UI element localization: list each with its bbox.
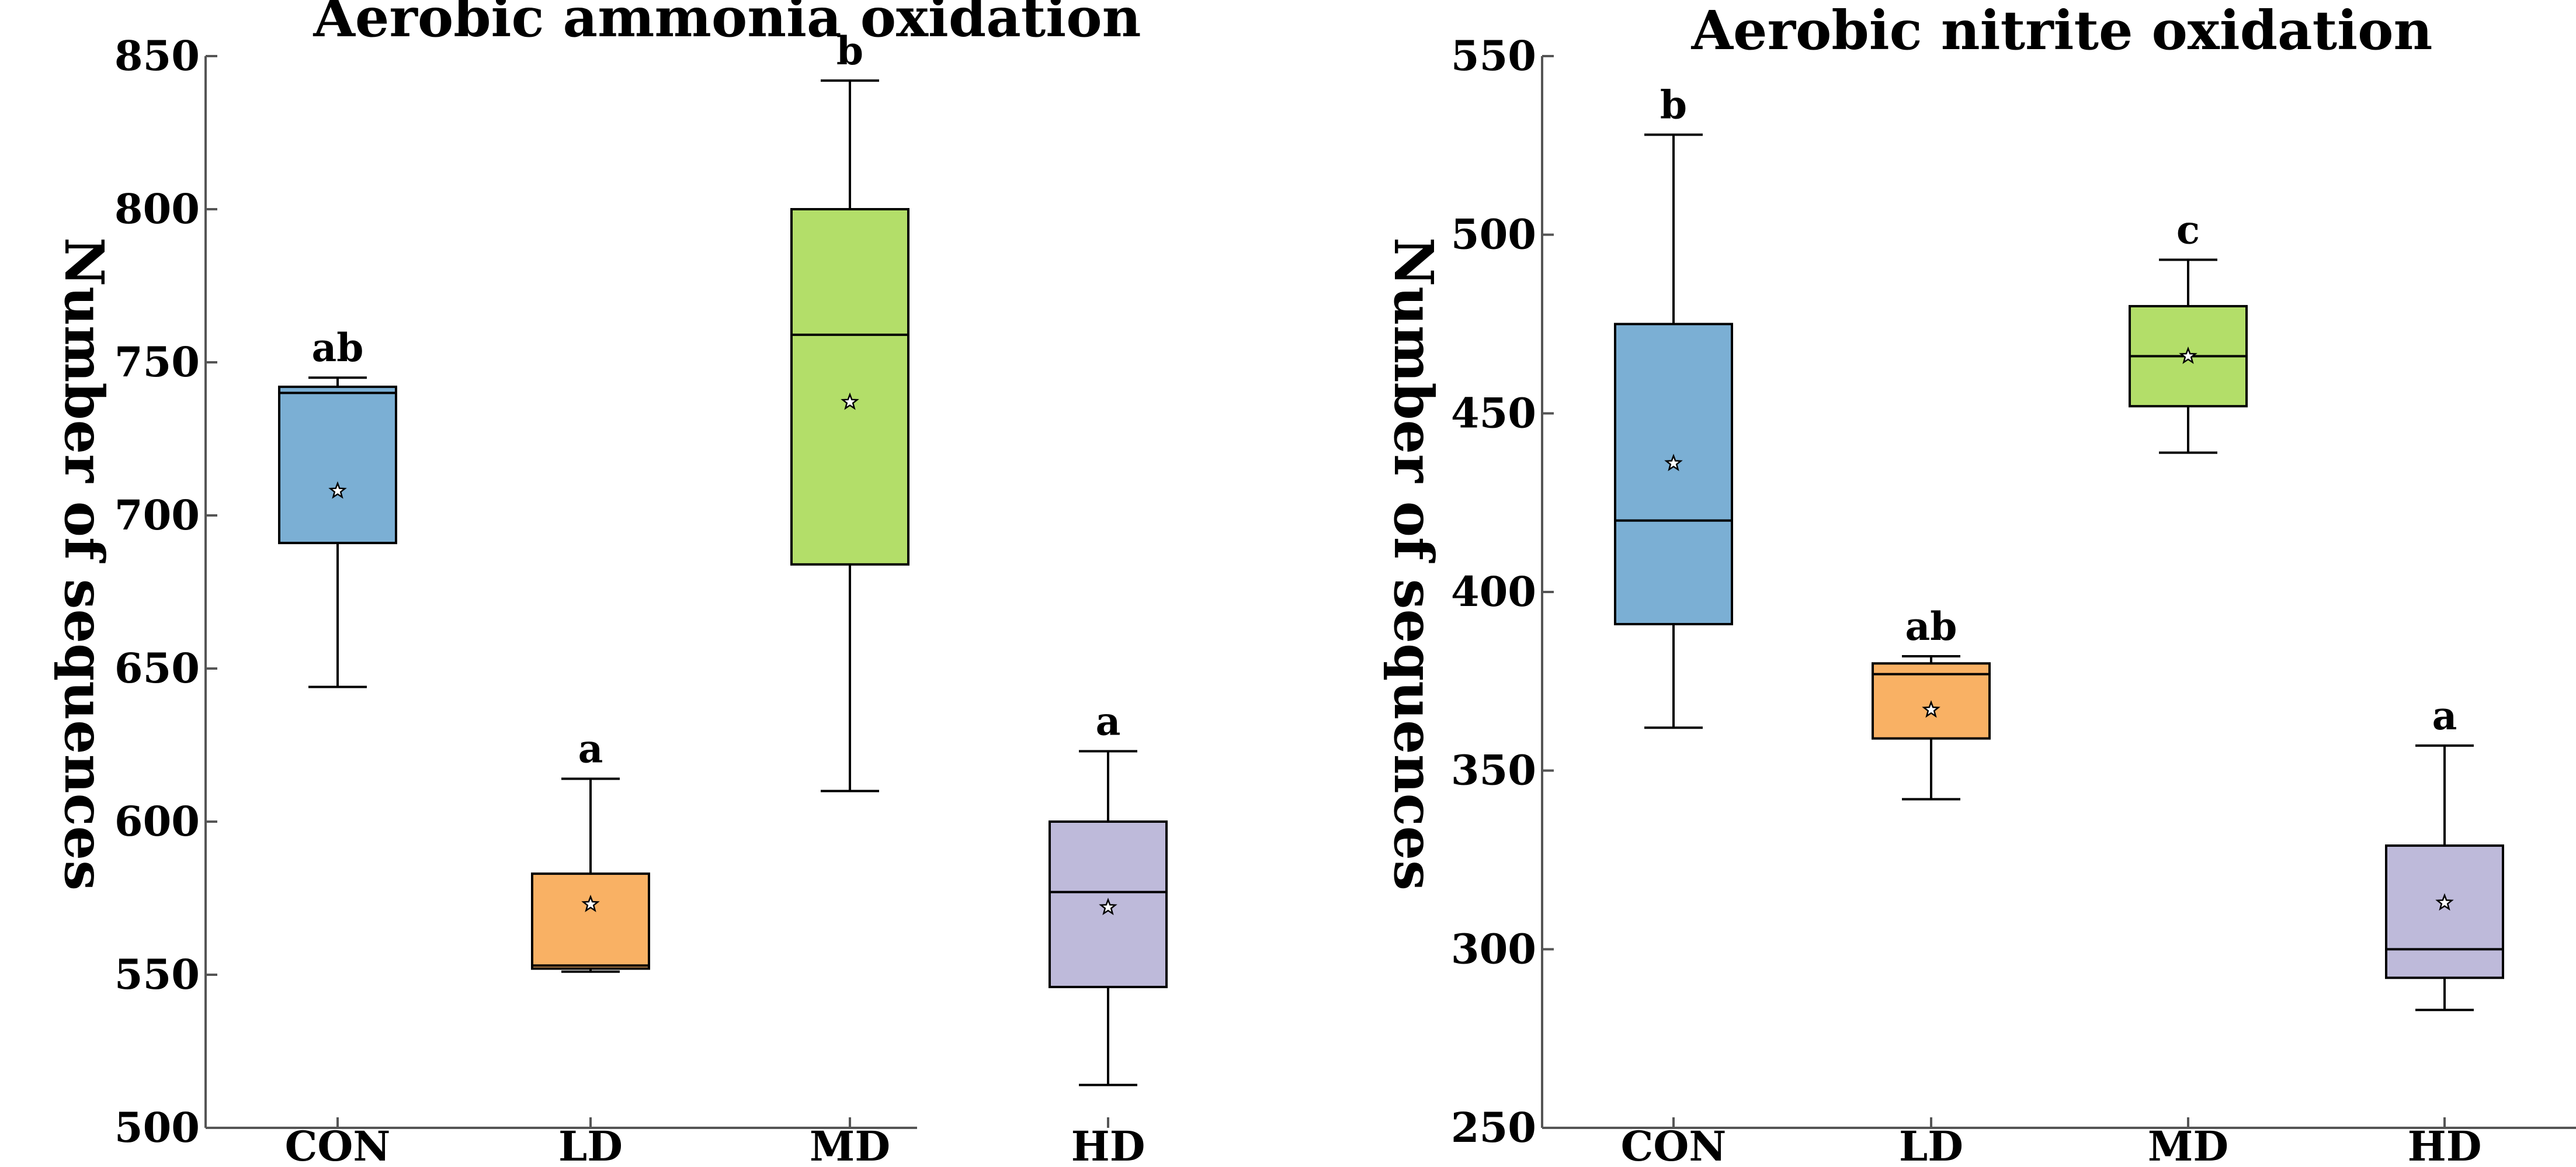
- x-tick-label: LD: [558, 1122, 623, 1167]
- x-tick-label: LD: [1899, 1122, 1963, 1167]
- box-md: [790, 208, 909, 566]
- mean-marker: [2435, 893, 2454, 911]
- y-tick-label: 500: [114, 1103, 200, 1152]
- box-hd: [1049, 820, 1168, 988]
- y-tick-label: 600: [114, 797, 200, 846]
- x-tick-label: MD: [2148, 1122, 2228, 1167]
- y-tick-label: 550: [114, 950, 200, 999]
- significance-label: a: [1096, 698, 1121, 744]
- x-tick-label: HD: [2408, 1122, 2482, 1167]
- y-tick-label: 450: [1451, 389, 1536, 437]
- y-tick-label: 350: [1451, 746, 1536, 795]
- y-tick-label: 400: [1451, 567, 1536, 616]
- panel-ammonia-oxidation: Aerobic ammonia oxidation Number of seque…: [53, 0, 1168, 1167]
- y-tick-label: 500: [1451, 210, 1536, 259]
- significance-label: c: [2176, 207, 2200, 252]
- box-hd: [2385, 844, 2504, 979]
- chart-title: Aerobic nitrite oxidation: [1691, 0, 2433, 62]
- box-con: [278, 385, 397, 545]
- significance-label: b: [836, 28, 863, 74]
- mean-marker: [841, 392, 859, 410]
- box-ld: [531, 872, 650, 970]
- y-tick-label: 800: [114, 185, 200, 233]
- mean-marker: [2179, 346, 2197, 364]
- y-axis-label: Number of sequences: [53, 237, 116, 891]
- panel-nitrite-oxidation: Aerobic nitrite oxidation Number of seque…: [1382, 0, 2576, 1167]
- y-tick-label: 650: [114, 644, 200, 692]
- significance-label: b: [1660, 82, 1687, 127]
- significance-label: a: [2432, 693, 2457, 739]
- significance-label: ab: [312, 325, 364, 370]
- mean-marker: [1099, 898, 1117, 916]
- y-axis-label: Number of sequences: [1382, 237, 1445, 891]
- x-tick-label: HD: [1071, 1122, 1145, 1167]
- x-tick-label: CON: [1621, 1122, 1727, 1167]
- mean-marker: [1664, 453, 1683, 472]
- y-tick-label: 850: [114, 32, 200, 80]
- y-tick-label: 700: [114, 491, 200, 539]
- x-tick-label: CON: [285, 1122, 391, 1167]
- y-tick-label: 250: [1451, 1103, 1536, 1152]
- y-tick-label: 300: [1451, 924, 1536, 973]
- mean-marker: [328, 481, 347, 499]
- box-con: [1614, 323, 1733, 626]
- mean-marker: [581, 894, 600, 912]
- y-tick-label: 750: [114, 338, 200, 386]
- significance-label: ab: [1905, 604, 1957, 649]
- significance-label: a: [578, 726, 603, 772]
- mean-marker: [1922, 700, 1940, 718]
- chart-title: Aerobic ammonia oxidation: [313, 0, 1141, 49]
- x-tick-label: MD: [810, 1122, 890, 1167]
- y-tick-label: 550: [1451, 32, 1536, 80]
